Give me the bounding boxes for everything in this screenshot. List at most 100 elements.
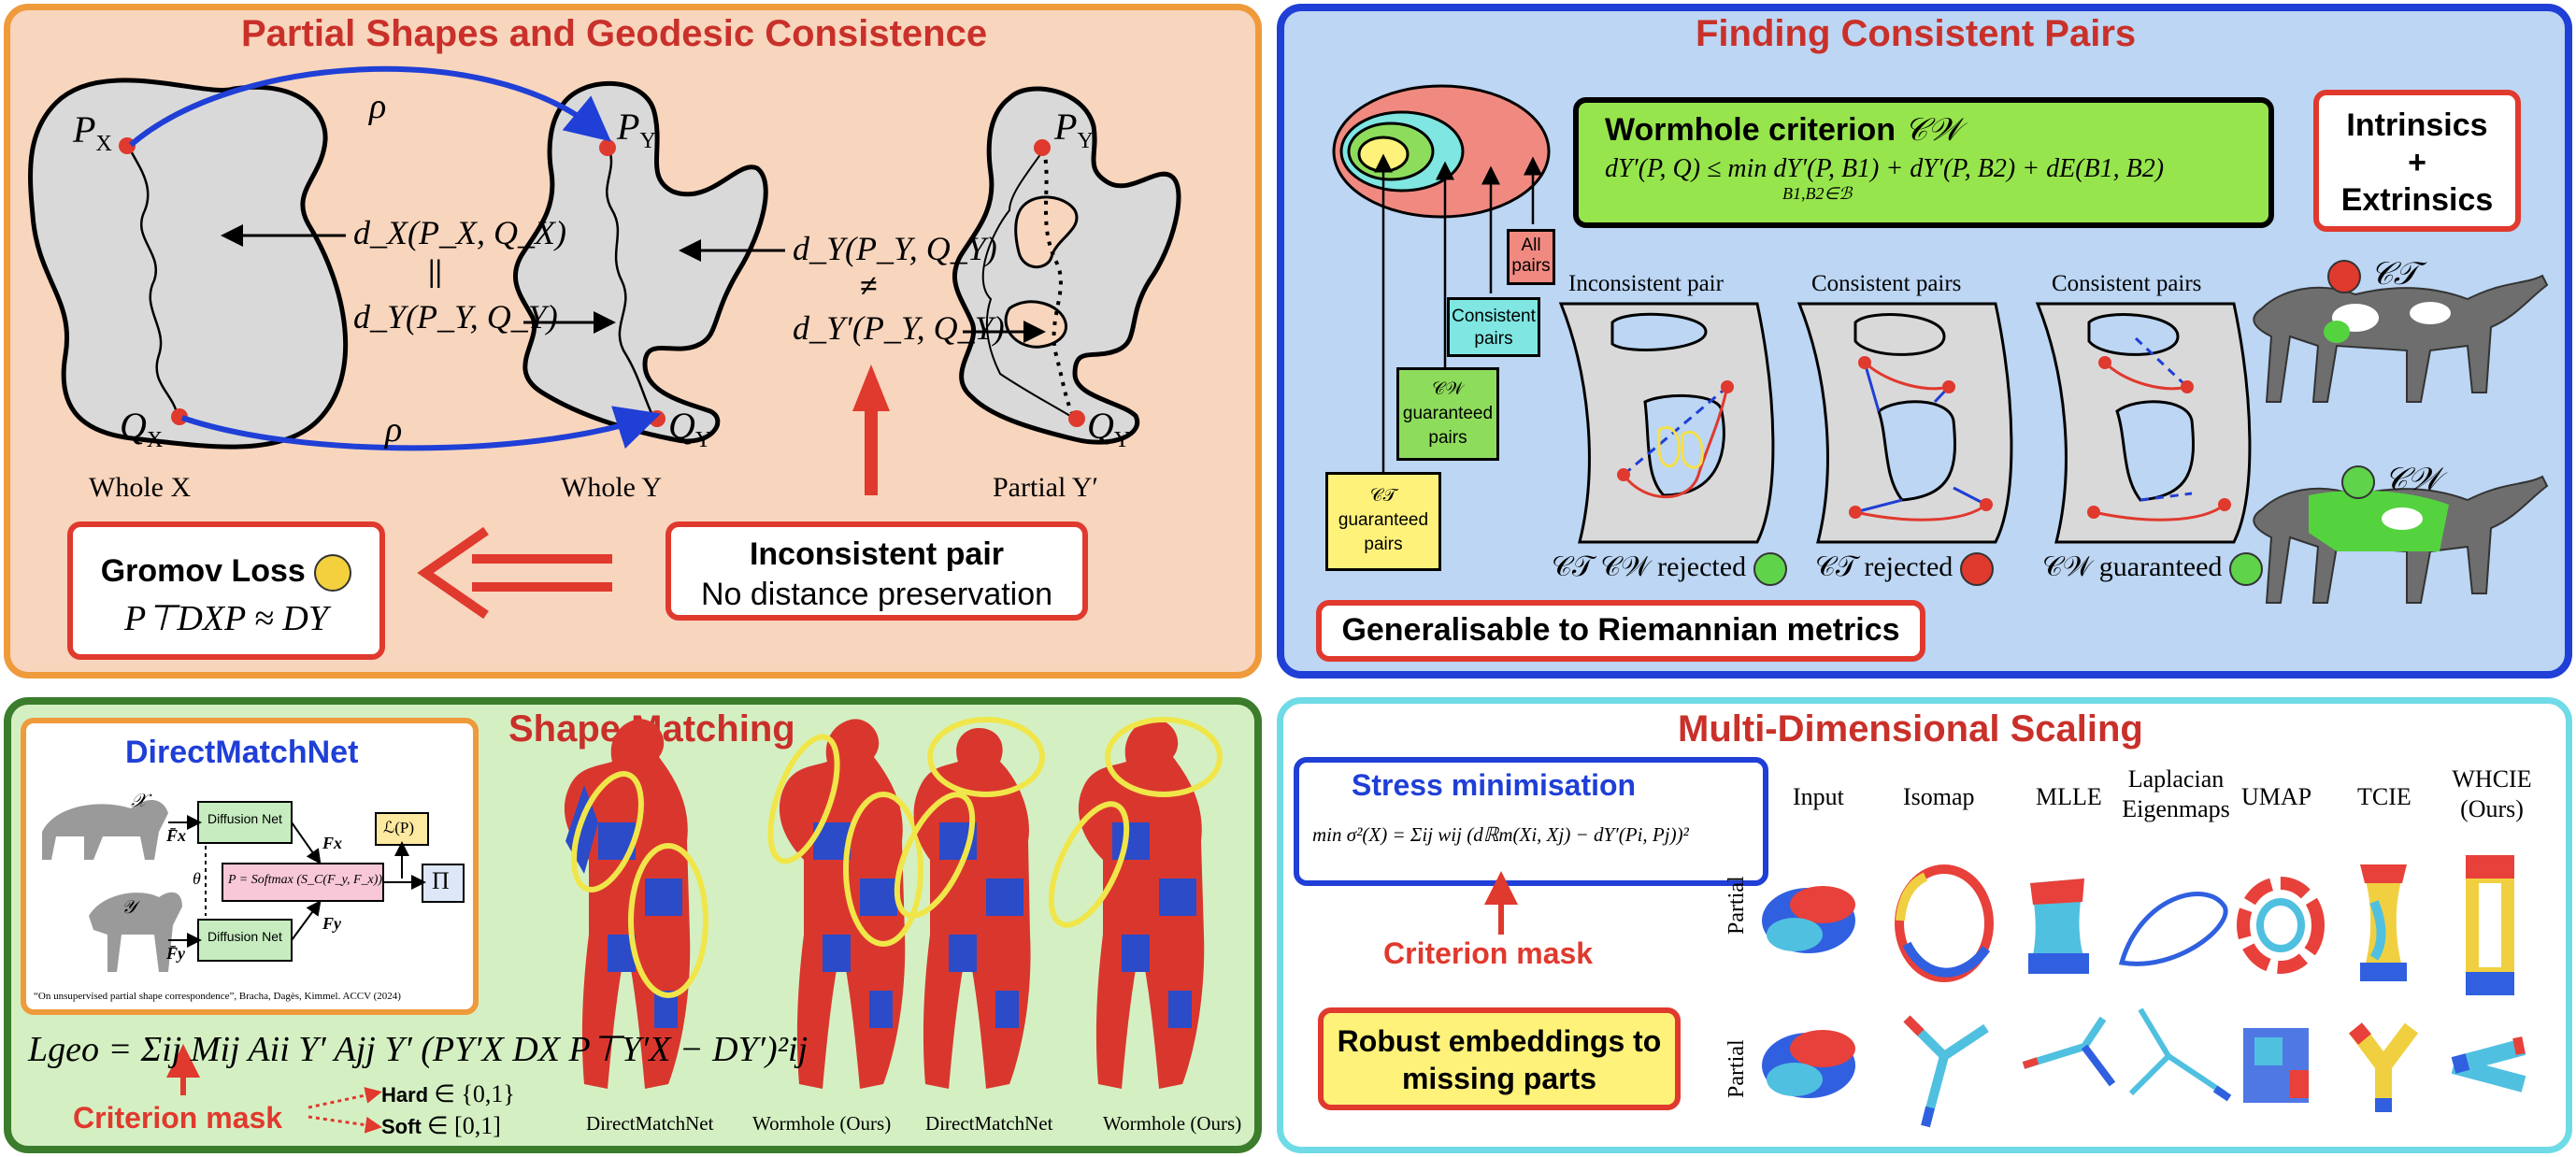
inset-fx-in: F̄x xyxy=(166,826,187,845)
venn-label-consistent: Consistent pairs xyxy=(1447,297,1540,357)
stress-minimisation-box: Stress minimisation min σ²(X) = Σij wij … xyxy=(1294,757,1768,886)
double-arrow-left xyxy=(417,526,612,620)
human-shape-4 xyxy=(1048,717,1223,1089)
column-laplacian: Laplacian Eigenmaps xyxy=(2122,765,2230,822)
inset-pi: Π xyxy=(432,867,450,894)
caption-directmatchnet-1: DirectMatchNet xyxy=(586,1112,714,1135)
inset-citation: “On unsupervised partial shape correspon… xyxy=(34,991,401,1002)
case-2-shape xyxy=(1796,302,2013,544)
inconsistent-pair-subtitle: No distance preservation xyxy=(700,577,1053,612)
consistent-pairs-title: Finding Consistent Pairs xyxy=(1696,13,2137,54)
cat-bottom-image xyxy=(2253,475,2549,604)
embedding-umap-2 xyxy=(2243,1028,2309,1103)
case-1-caption: 𝒞𝒯 𝒞𝒲 rejected xyxy=(1552,551,1787,587)
label-not-equal: ≠ xyxy=(860,269,878,304)
case-3-caption: 𝒞𝒲 guaranteed xyxy=(2042,551,2263,587)
criterion-mask-label-p3: Criterion mask xyxy=(73,1101,283,1135)
case-3-shape xyxy=(2035,302,2252,544)
wormhole-criterion-box: Wormhole criterion 𝒞𝒲 dY′(P, Q) ≤ min dY… xyxy=(1573,97,2274,228)
venn-label-cw: 𝒞𝒲 guaranteed pairs xyxy=(1396,367,1499,461)
caption-wormhole-2: Wormhole (Ours) xyxy=(1103,1112,1242,1135)
caption-whole-y: Whole Y xyxy=(561,472,663,503)
inset-fy-in: F̄y xyxy=(166,944,185,963)
embedding-input-2 xyxy=(1762,1030,1855,1098)
inset-loss: ℒ(P) xyxy=(383,819,415,836)
inset-title: DirectMatchNet xyxy=(125,735,359,770)
column-tcie: TCIE xyxy=(2357,783,2411,810)
label-dy-partial: d_Y′(P_Y, Q_Y) xyxy=(793,309,1005,347)
partial-shapes-title: Partial Shapes and Geodesic Consistence xyxy=(241,13,988,54)
inconsistent-pair-box: Inconsistent pair No distance preservati… xyxy=(665,521,1088,621)
embedding-tcie-1 xyxy=(2360,864,2407,981)
gromov-loss-title: Gromov Loss xyxy=(73,553,379,593)
inset-fy: Fy xyxy=(322,914,341,933)
shape-partial-y xyxy=(952,86,1181,445)
embedding-whcie-1 xyxy=(2466,855,2514,995)
column-umap: UMAP xyxy=(2241,783,2312,810)
dog-x-icon xyxy=(42,799,168,860)
label-qx: QX xyxy=(120,405,164,452)
red-arrow-head xyxy=(852,364,890,411)
happy-face-icon xyxy=(2341,465,2375,500)
embedding-umap-1 xyxy=(2237,877,2325,974)
rho-arrow-bottom xyxy=(181,406,662,451)
case-1-title: Inconsistent pair xyxy=(1568,271,1724,296)
label-dy: d_Y(P_Y, Q_Y) xyxy=(353,298,558,336)
embedding-isomap-2 xyxy=(1903,1015,1989,1128)
point-py-partial xyxy=(1034,139,1051,156)
label-py-partial: PY xyxy=(1054,106,1094,153)
gromov-loss-formula: P⊤DXP ≈ DY xyxy=(124,599,328,639)
inset-y: 𝒴 xyxy=(122,897,136,918)
case-1-shape xyxy=(1558,302,1775,544)
dog-y-icon xyxy=(89,892,182,972)
embedding-whcie-2 xyxy=(2451,1036,2526,1093)
column-isomap: Isomap xyxy=(1903,783,1975,810)
wormhole-min-subscript: B1,B2∈ℬ xyxy=(1782,184,1853,203)
embedding-mlle-1 xyxy=(2028,878,2089,974)
shape-x xyxy=(28,78,349,450)
loss-box xyxy=(375,812,429,846)
inset-diffusion-2: Diffusion Net xyxy=(208,929,282,944)
venn-label-all: All pairs xyxy=(1507,229,1555,285)
label-dy-full: d_Y(P_Y, Q_Y) xyxy=(793,230,997,267)
inset-diffusion-1: Diffusion Net xyxy=(208,811,282,826)
label-dx: d_X(P_X, Q_X) xyxy=(353,214,566,251)
intrinsics-extrinsics-box: Intrinsics + Extrinsics xyxy=(2313,90,2521,232)
venn-label-ct: 𝒞𝒯 guaranteed pairs xyxy=(1325,472,1441,571)
label-py: PY xyxy=(617,106,656,153)
caption-wormhole-1: Wormhole (Ours) xyxy=(752,1112,892,1135)
sad-face-icon xyxy=(1959,552,1994,587)
label-rho-bottom: ρ xyxy=(385,410,403,450)
red-arrow-shaft xyxy=(865,407,878,495)
human-shape-2 xyxy=(767,719,923,1089)
embedding-isomap-1 xyxy=(1895,864,1994,982)
hard-arrow xyxy=(308,1087,382,1109)
neutral-face-icon xyxy=(314,554,352,593)
gromov-loss-box: Gromov Loss P⊤DXP ≈ DY xyxy=(67,521,385,660)
happy-face-icon xyxy=(1753,552,1787,587)
cat-bottom-label: 𝒞𝒲 xyxy=(2341,463,2440,500)
column-whcie: WHCIE (Ours) xyxy=(2452,765,2532,822)
geodesic-y xyxy=(606,149,656,420)
label-px: PX xyxy=(73,108,112,156)
embedding-tcie-2 xyxy=(2348,1022,2419,1112)
point-qy-partial xyxy=(1068,410,1085,427)
wormhole-criterion-formula: dY′(P, Q) ≤ min dY′(P, B1) + dY′(P, B2) … xyxy=(1605,154,2165,183)
inset-theta: θ xyxy=(193,869,201,888)
human-shape-1 xyxy=(564,719,708,1089)
hard-label: Hard ∈ {0,1} xyxy=(381,1080,515,1107)
wormhole-criterion-title: Wormhole criterion 𝒞𝒲 xyxy=(1605,112,1961,148)
embedding-mlle-2 xyxy=(2022,1016,2116,1087)
cat-top-label: 𝒞𝒯 xyxy=(2327,257,2418,294)
generalisable-box: Generalisable to Riemannian metrics xyxy=(1316,600,1925,662)
stress-formula: min σ²(X) = Σij wij (dℝm(Xi, Xj) − dY′(P… xyxy=(1312,823,1689,846)
column-mlle: MLLE xyxy=(2036,783,2102,810)
row-label-partial-2: Partial xyxy=(1724,1039,1749,1098)
human-shape-3 xyxy=(894,717,1045,1089)
embedding-laplacian-1 xyxy=(2118,892,2228,966)
inset-softmax: P = Softmax (S_C(F_y, F_x)) xyxy=(228,873,383,887)
caption-whole-x: Whole X xyxy=(89,472,192,503)
geodesic-partial-solid xyxy=(981,149,1076,420)
